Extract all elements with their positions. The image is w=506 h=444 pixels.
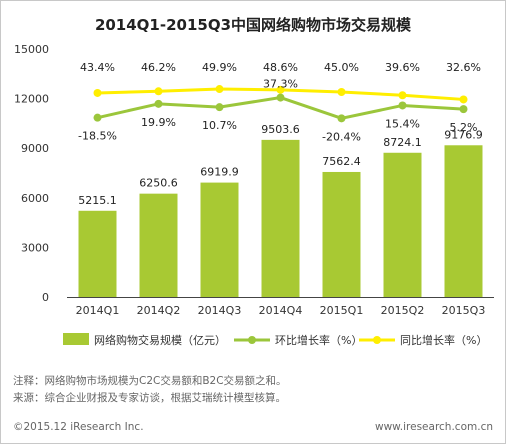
- yoy-growth-point: [459, 95, 468, 104]
- qoq-growth-label: -18.5%: [78, 130, 117, 143]
- bar-value-label: 5215.1: [78, 194, 117, 207]
- qoq-growth-point: [215, 103, 224, 112]
- yoy-growth-label: 49.9%: [202, 61, 237, 74]
- qoq-growth-point: [398, 101, 407, 110]
- y-tick-label: 12000: [14, 93, 49, 106]
- y-tick-label: 9000: [21, 142, 49, 155]
- x-tick-label: 2014Q1: [76, 304, 120, 317]
- bar: [139, 193, 178, 297]
- yoy-growth-point: [93, 88, 102, 97]
- line-series: 43.4% 46.2% 49.9% 48.6% 45.0% 39.6% 32.6% -18.5…: [78, 61, 481, 143]
- legend: 网络购物交易规模（亿元） 环比增长率（%） 同比增长率（%）: [63, 333, 487, 347]
- copyright-text: ©2015.12 iResearch Inc.: [13, 421, 144, 433]
- chart-title: 2014Q1-2015Q3中国网络购物市场交易规模: [95, 16, 412, 34]
- qoq-growth-label: 10.7%: [202, 119, 237, 132]
- bar-value-label: 9176.9: [444, 128, 483, 141]
- y-tick-label: 0: [42, 291, 49, 304]
- x-tick-label: 2015Q2: [381, 304, 425, 317]
- legend-marker-yoy: [373, 336, 381, 344]
- yoy-growth-label: 45.0%: [324, 61, 359, 74]
- source-text: 来源：综合企业财报及专家访谈，根据艾瑞统计模型核算。: [13, 392, 286, 404]
- bar-value-label: 7562.4: [322, 155, 361, 168]
- legend-swatch-bar: [63, 333, 89, 345]
- y-tick-label: 3000: [21, 241, 49, 254]
- qoq-growth-point: [154, 99, 163, 108]
- qoq-growth-point: [337, 114, 346, 123]
- x-tick-label: 2014Q2: [137, 304, 181, 317]
- legend-label-qoq: 环比增长率（%）: [275, 333, 362, 347]
- bar: [383, 152, 422, 297]
- legend-marker-qoq: [248, 336, 256, 344]
- note-text: 注释：网络购物市场规模为C2C交易额和B2C交易额之和。: [13, 375, 287, 387]
- yoy-growth-label: 39.6%: [385, 61, 420, 74]
- x-tick-label: 2015Q3: [442, 304, 486, 317]
- qoq-growth-label: -20.4%: [322, 130, 361, 143]
- legend-label-bar: 网络购物交易规模（亿元）: [94, 333, 226, 347]
- bar-value-label: 8724.1: [383, 136, 422, 149]
- yoy-growth-point: [398, 91, 407, 100]
- bar-value-label: 6919.9: [200, 166, 239, 179]
- x-tick-label: 2014Q4: [259, 304, 303, 317]
- yoy-growth-point: [215, 85, 224, 94]
- qoq-growth-point: [93, 113, 102, 122]
- yoy-growth-point: [276, 85, 285, 94]
- bar: [322, 171, 361, 297]
- yoy-growth-point: [337, 88, 346, 96]
- x-tick-label: 2014Q3: [198, 304, 242, 317]
- x-tick-label: 2015Q1: [320, 304, 364, 317]
- bar: [261, 139, 300, 297]
- y-axis: 0 3000 6000 9000 12000 15000: [14, 43, 49, 304]
- qoq-growth-label: 5.2%: [450, 121, 478, 134]
- bar: [200, 182, 239, 297]
- y-tick-label: 15000: [14, 43, 49, 56]
- yoy-growth-label: 48.6%: [263, 61, 298, 74]
- bar: [78, 210, 117, 297]
- legend-label-yoy: 同比增长率（%）: [400, 333, 487, 347]
- website-text: www.iresearch.com.cn: [374, 421, 493, 433]
- yoy-growth-label: 43.4%: [80, 61, 115, 74]
- qoq-growth-label: 37.3%: [263, 78, 298, 91]
- yoy-growth-label: 46.2%: [141, 61, 176, 74]
- qoq-growth-point: [276, 93, 285, 102]
- bar-value-label: 9503.6: [261, 123, 300, 136]
- bar-value-label: 6250.6: [139, 177, 178, 190]
- qoq-growth-label: 19.9%: [141, 116, 176, 129]
- qoq-growth-point: [459, 105, 468, 114]
- bar-series: 5215.1 6250.6 6919.9 9503.6 7562.4 8724.1 9176…: [78, 123, 483, 297]
- yoy-growth-label: 32.6%: [446, 61, 481, 74]
- qoq-growth-label: 15.4%: [385, 117, 420, 130]
- x-axis: 2014Q1 2014Q2 2014Q3 2014Q4 2015Q1 2015Q2 2015…: [67, 297, 494, 317]
- bar: [444, 145, 483, 297]
- yoy-growth-point: [154, 87, 163, 96]
- y-tick-label: 6000: [21, 192, 49, 205]
